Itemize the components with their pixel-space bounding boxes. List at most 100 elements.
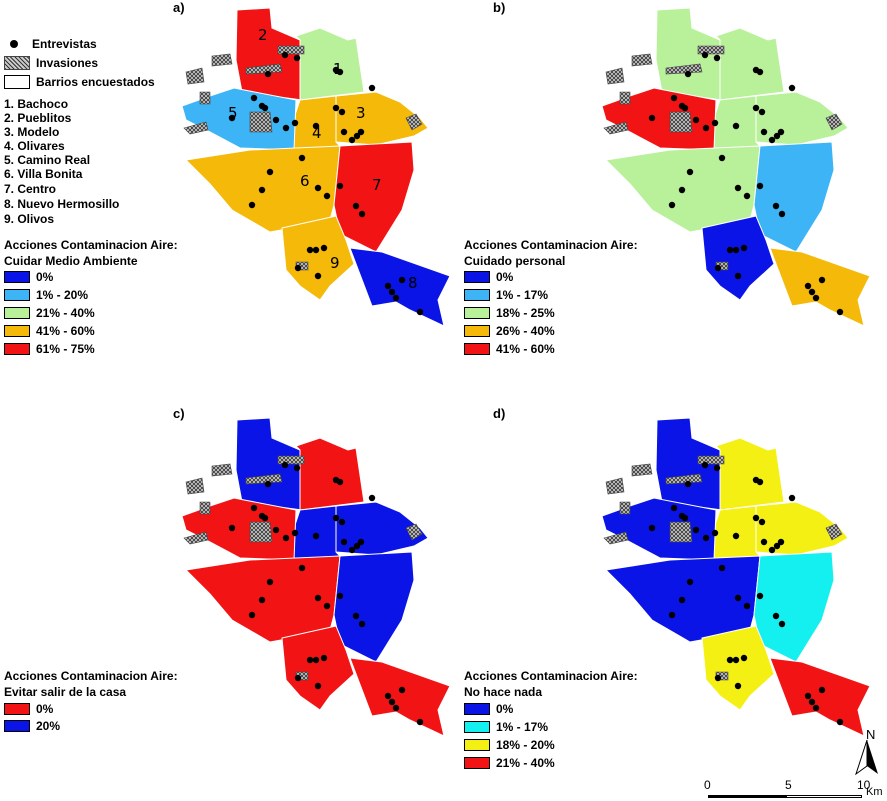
zone-number: 2 — [258, 26, 268, 44]
interview-point — [768, 546, 776, 554]
zone-8 — [349, 657, 451, 737]
invasion-area — [185, 67, 205, 85]
legend-invasiones: Invasiones — [4, 56, 98, 70]
zone-2 — [295, 27, 365, 101]
interview-point — [388, 698, 396, 706]
interview-point — [314, 272, 322, 280]
zone-2 — [715, 27, 785, 101]
legend-swatch — [4, 720, 30, 732]
interview-point — [778, 210, 786, 218]
zone-9 — [281, 215, 355, 301]
interview-point — [713, 54, 721, 62]
interview-point — [668, 611, 676, 619]
legend-swatch — [464, 343, 490, 355]
interview-point — [338, 518, 346, 526]
legend-class: 1% - 20% — [4, 288, 88, 302]
interview-point — [392, 704, 400, 712]
neighborhood-item: 1. Bachoco — [4, 97, 69, 111]
interview-point — [416, 308, 424, 316]
legend-class: 0% — [464, 270, 513, 284]
interview-point — [348, 136, 356, 144]
panel-tag-c: c) — [173, 406, 185, 421]
interview-point — [294, 264, 302, 272]
legend-class: 18% - 25% — [464, 306, 555, 320]
invasion-area — [277, 45, 305, 55]
interview-point — [384, 282, 392, 290]
interview-point — [734, 184, 742, 192]
interview-point — [312, 532, 320, 540]
neighborhood-item: 3. Modelo — [4, 125, 60, 139]
legend-entrevistas: Entrevistas — [4, 37, 97, 51]
scale-unit: Km — [866, 786, 883, 798]
legend-class: 0% — [464, 702, 513, 716]
zone-9 — [281, 625, 355, 711]
interview-point — [348, 546, 356, 554]
invasion-area — [405, 113, 423, 131]
interview-point — [701, 461, 709, 469]
interview-point — [701, 51, 709, 59]
zone-8 — [349, 247, 451, 327]
legend-barrios-label: Barrios encuestados — [36, 75, 155, 89]
interview-point — [332, 104, 340, 112]
interview-point — [808, 698, 816, 706]
interview-point — [272, 526, 280, 534]
panel-tag-a: a) — [173, 0, 185, 15]
invasion-area — [211, 53, 233, 67]
legend-class-label: 21% - 40% — [36, 306, 95, 320]
map-panel-a: 2 1 3 4 5 6 7 8 9 — [181, 7, 451, 327]
interview-point — [804, 692, 812, 700]
interview-point — [752, 514, 760, 522]
interview-point — [711, 119, 719, 127]
interview-point — [702, 124, 710, 132]
map-panel-b — [601, 7, 871, 327]
interview-point — [740, 654, 748, 662]
neighborhood-item: 8. Nuevo Hermosillo — [4, 197, 120, 211]
interview-point — [686, 578, 694, 586]
legend-class-label: 61% - 75% — [36, 342, 95, 356]
interview-point — [291, 529, 299, 537]
interview-point — [368, 84, 376, 92]
legend-class-label: 18% - 25% — [496, 306, 555, 320]
legend-class: 41% - 60% — [4, 324, 95, 338]
interview-point — [298, 154, 306, 162]
invasion-area — [605, 67, 625, 85]
legend-swatch — [4, 289, 30, 301]
legend-swatch — [464, 271, 490, 283]
zone-7 — [333, 141, 415, 253]
interview-point — [323, 602, 331, 610]
legend-subtitle: Evitar salir de la casa — [4, 685, 127, 699]
interview-point — [812, 704, 820, 712]
invasion-area — [405, 523, 423, 541]
interview-point — [684, 480, 692, 488]
invasion-area — [631, 463, 653, 477]
interview-point — [388, 288, 396, 296]
legend-class-label: 0% — [496, 270, 514, 284]
interview-point — [773, 542, 781, 550]
interview-point — [320, 654, 328, 662]
interview-point — [312, 656, 320, 664]
legend-swatch — [4, 325, 30, 337]
interview-point — [732, 532, 740, 540]
neighborhood-item: 7. Centro — [4, 182, 57, 196]
scale-segment — [708, 795, 786, 798]
legend-class: 20% — [4, 719, 60, 733]
interview-point — [248, 611, 256, 619]
invasion-area — [199, 91, 211, 105]
zone-7 — [753, 141, 835, 253]
legend-class-label: 21% - 40% — [496, 756, 555, 770]
legend-class-label: 20% — [36, 719, 61, 733]
invasion-area — [603, 121, 629, 135]
interview-point — [804, 282, 812, 290]
interview-point — [264, 70, 272, 78]
interview-point — [353, 542, 361, 550]
legend-class-label: 41% - 60% — [496, 342, 555, 356]
interview-point — [756, 182, 764, 190]
interview-point — [818, 276, 826, 284]
legend-class-label: 1% - 17% — [496, 288, 549, 302]
legend-subtitle: Cuidar Medio Ambiente — [4, 254, 138, 268]
interview-point — [670, 94, 678, 102]
interview-point — [340, 538, 348, 546]
legend-title: Acciones Contaminacion Aire: — [4, 238, 178, 252]
interview-point — [714, 674, 722, 682]
scale-tick-label: 10 — [857, 778, 871, 792]
